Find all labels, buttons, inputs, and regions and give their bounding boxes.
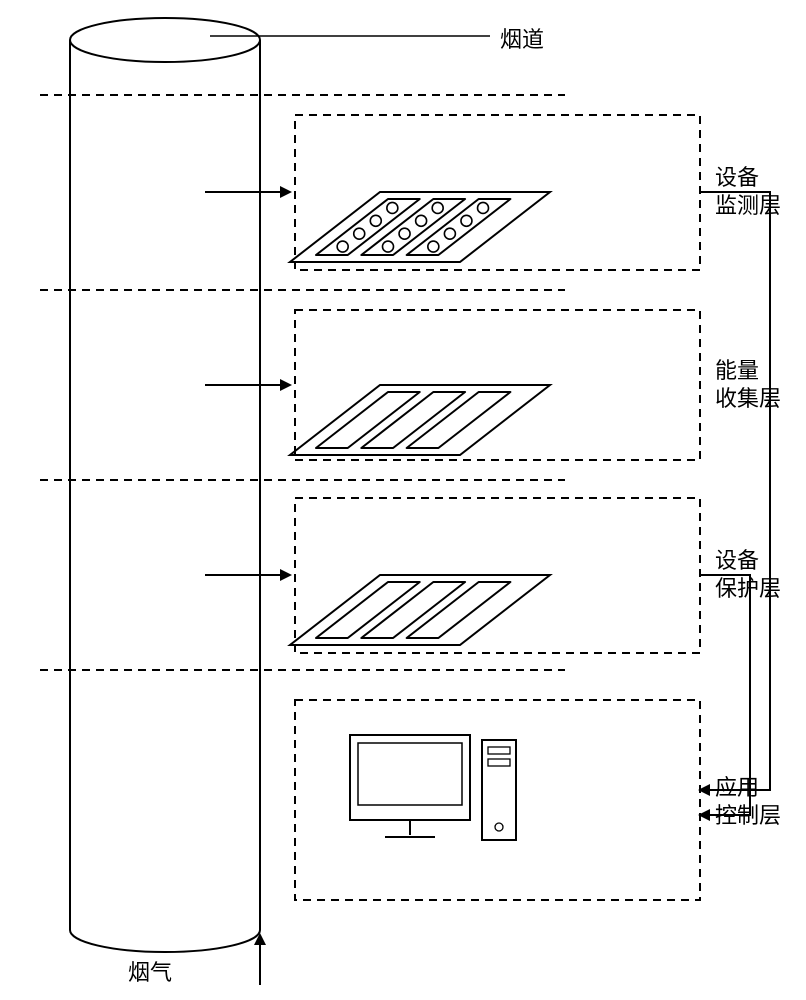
flue-label: 烟道 [500, 22, 544, 54]
flue-gas-label: 烟气 [128, 955, 172, 987]
layer-label-protect-line1: 保护层 [715, 571, 781, 603]
layer-label-control-line1: 控制层 [715, 798, 781, 830]
layer-label-monitor-line1: 监测层 [715, 188, 781, 220]
layer-label-energy-line1: 收集层 [715, 381, 781, 413]
